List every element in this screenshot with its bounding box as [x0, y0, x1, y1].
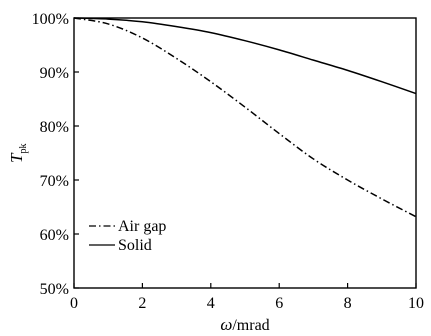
x-axis-title: ω/mrad — [220, 315, 269, 334]
x-tick-label: 0 — [70, 295, 78, 312]
legend-label-air-gap: Air gap — [118, 218, 166, 235]
axes-layer — [73, 17, 417, 289]
y-tick-label: 70% — [40, 173, 69, 190]
y-tick-label: 80% — [40, 119, 69, 136]
y-axis-ticks: 50% 60% 70% 80% 90% 100% — [32, 11, 79, 298]
y-tick-label: 60% — [40, 227, 69, 244]
series-line-air-gap — [73, 17, 417, 218]
series-layer — [73, 17, 417, 218]
x-tick-label: 10 — [408, 295, 424, 312]
x-tick-label: 8 — [344, 295, 352, 312]
legend-label-solid: Solid — [118, 237, 152, 254]
x-tick-label: 6 — [275, 295, 283, 312]
y-tick-label: 100% — [32, 11, 69, 28]
x-tick-label: 4 — [207, 295, 215, 312]
series-line-solid — [73, 17, 417, 95]
x-axis-ticks: 0 2 4 6 8 10 — [70, 283, 424, 312]
x-tick-label: 2 — [138, 295, 146, 312]
plot-frame — [73, 17, 417, 289]
y-tick-label: 90% — [40, 65, 69, 82]
y-axis-title: Tpk — [7, 144, 29, 163]
y-tick-label: 50% — [40, 281, 69, 298]
x-axis-unit: /mrad — [232, 317, 269, 334]
y-axis-subscript: pk — [18, 144, 29, 154]
y-axis-symbol: T — [7, 152, 26, 163]
legend: Air gap Solid — [89, 218, 166, 254]
x-axis-symbol: ω — [220, 315, 232, 334]
